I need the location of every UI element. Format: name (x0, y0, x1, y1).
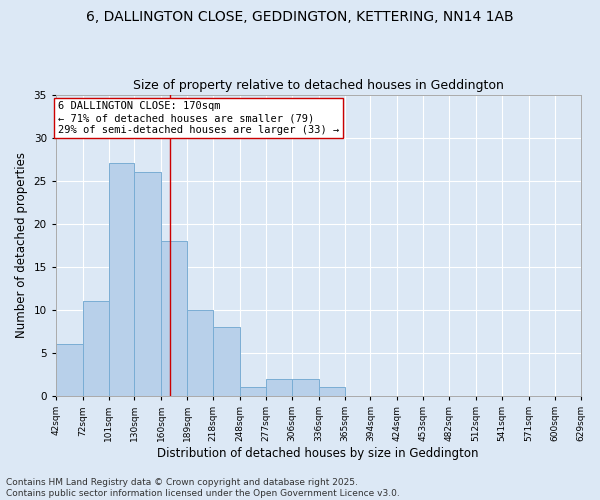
Y-axis label: Number of detached properties: Number of detached properties (15, 152, 28, 338)
Bar (240, 388, 266, 396)
Bar (266, 379, 292, 396)
Text: 6 DALLINGTON CLOSE: 170sqm
← 71% of detached houses are smaller (79)
29% of semi: 6 DALLINGTON CLOSE: 170sqm ← 71% of deta… (58, 102, 339, 134)
Bar (213, 327, 240, 396)
Bar (319, 388, 344, 396)
Bar (134, 172, 161, 396)
Bar (56, 344, 83, 396)
Title: Size of property relative to detached houses in Geddington: Size of property relative to detached ho… (133, 79, 503, 92)
Bar (187, 310, 213, 396)
Bar (292, 379, 319, 396)
Text: Contains HM Land Registry data © Crown copyright and database right 2025.
Contai: Contains HM Land Registry data © Crown c… (6, 478, 400, 498)
Text: 6, DALLINGTON CLOSE, GEDDINGTON, KETTERING, NN14 1AB: 6, DALLINGTON CLOSE, GEDDINGTON, KETTERI… (86, 10, 514, 24)
X-axis label: Distribution of detached houses by size in Geddington: Distribution of detached houses by size … (157, 447, 479, 460)
Bar (83, 302, 109, 396)
Bar (161, 241, 187, 396)
Bar (109, 164, 134, 396)
